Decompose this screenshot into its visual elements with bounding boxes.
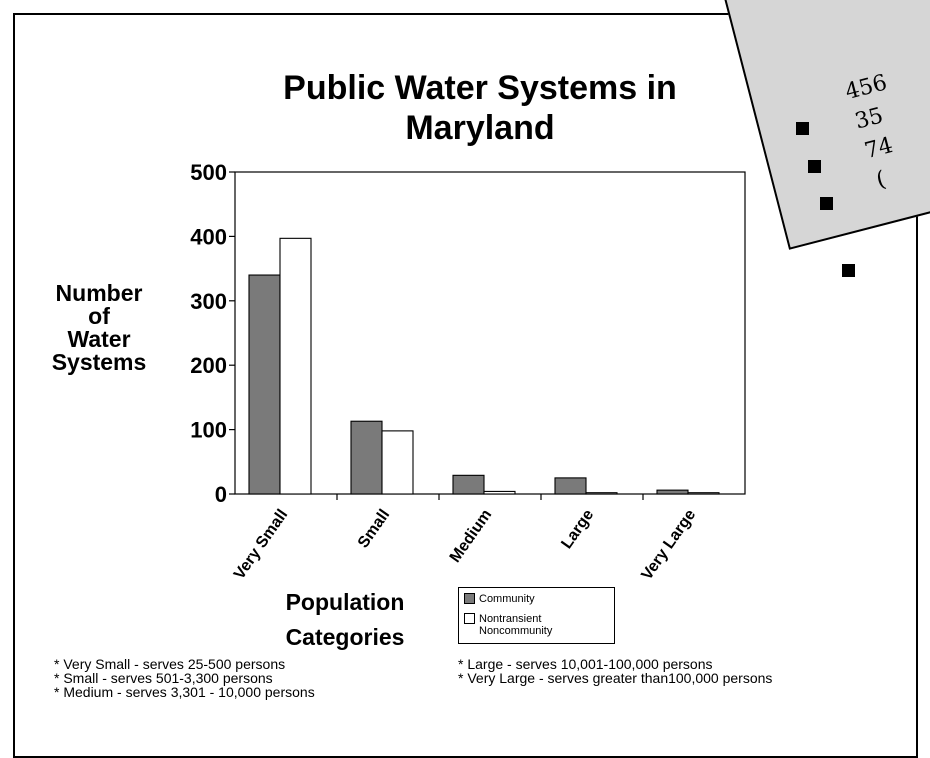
footnote: * Very Large - serves greater than100,00…: [458, 670, 773, 686]
y-tick-label: 200: [190, 353, 227, 378]
bar-community: [656, 489, 689, 495]
x-tick-label: Large: [558, 506, 597, 552]
footnote: * Large - serves 10,001-100,000 persons: [458, 656, 713, 672]
y-axis-label: Number of Water Systems: [24, 282, 174, 374]
footnote: * Small - serves 501-3,300 persons: [54, 670, 273, 686]
y-axis-label-line: Number: [55, 280, 143, 306]
legend-item-nontransient: Nontransient Noncommunity: [464, 613, 552, 637]
bar-nontransient: [381, 430, 414, 495]
x-tick-label: Small: [355, 507, 393, 552]
x-axis-label: Population Categories: [255, 585, 435, 655]
chart-title-line: Maryland: [405, 109, 555, 147]
y-tick-label: 300: [190, 289, 227, 314]
bullet-icon: [796, 122, 809, 135]
y-tick-label: 500: [190, 160, 227, 185]
bar-nontransient: [483, 490, 516, 495]
footnote: * Medium - serves 3,301 - 10,000 persons: [54, 684, 315, 700]
footnotes-right: * Large - serves 10,001-100,000 persons …: [458, 657, 772, 685]
legend-swatch-nontransient: [464, 613, 475, 624]
x-tick-label: Very Large: [638, 506, 699, 583]
chart-title-line: Public Water Systems in: [283, 69, 677, 107]
y-axis-label-line: Systems: [51, 349, 147, 375]
footnotes-left: * Very Small - serves 25-500 persons * S…: [54, 657, 315, 699]
bar-community: [554, 477, 587, 495]
legend-swatch-community: [464, 593, 475, 604]
y-tick-label: 0: [215, 482, 227, 507]
x-tick-label: Very Small: [231, 507, 291, 583]
bar-community: [350, 420, 383, 495]
bar-nontransient: [585, 492, 618, 495]
x-axis-label-line: Population: [285, 589, 405, 615]
y-tick-label: 100: [190, 418, 227, 443]
chart-title: Public Water Systems in Maryland: [180, 68, 780, 148]
y-tick-label: 400: [190, 224, 227, 249]
y-axis-label-line: Water: [67, 326, 131, 352]
bullet-icon: [820, 197, 833, 210]
bar-community: [248, 274, 281, 495]
chart-legend: Community Nontransient Noncommunity: [458, 587, 615, 644]
legend-label-line: Nontransient: [479, 613, 542, 625]
x-axis-label-line: Categories: [285, 624, 405, 650]
legend-label-line: Noncommunity: [479, 625, 553, 637]
bullet-icon: [808, 160, 821, 173]
bar-nontransient: [279, 237, 312, 495]
legend-label: Community: [479, 593, 535, 605]
bar-nontransient: [687, 492, 720, 495]
bullet-icon: [842, 264, 855, 277]
bar-community: [452, 474, 485, 495]
footnote: * Very Small - serves 25-500 persons: [54, 656, 286, 672]
legend-label: Nontransient Noncommunity: [479, 613, 552, 637]
legend-item-community: Community: [464, 593, 535, 605]
y-axis-label-line: of: [88, 303, 110, 329]
x-tick-label: Medium: [447, 507, 496, 566]
